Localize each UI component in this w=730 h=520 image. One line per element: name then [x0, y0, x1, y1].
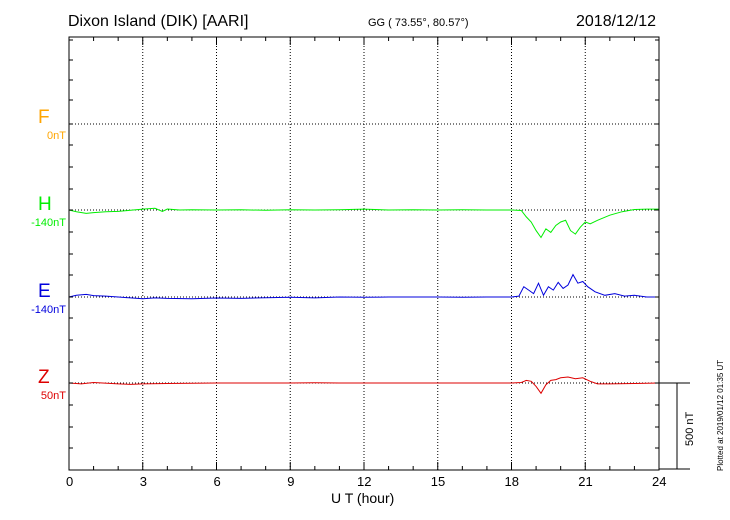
x-tick-label: 24: [652, 474, 667, 489]
series-line-h: [68, 207, 659, 239]
component-offset-h: -140nT: [31, 217, 66, 229]
x-tick-label: 3: [139, 474, 147, 489]
series-line-z: [68, 376, 660, 395]
x-tick-label: 21: [578, 474, 593, 489]
component-offset-f: 0nT: [47, 130, 66, 142]
component-offset-z: 50nT: [40, 390, 66, 402]
x-tick-label: 18: [504, 474, 519, 489]
component-label-z: Z: [38, 367, 50, 388]
x-tick-label: 15: [430, 474, 446, 489]
component-label-e: E: [38, 281, 51, 302]
x-tick-label: 9: [287, 474, 295, 489]
component-offset-e: -140nT: [31, 304, 66, 316]
x-tick-label: 12: [357, 474, 372, 489]
plotted-timestamp: Plotted at 2019/01/12 01:35 UT: [716, 359, 725, 471]
x-axis-label: U T (hour): [331, 490, 395, 506]
x-tick-label: 6: [213, 474, 221, 489]
component-label-f: F: [38, 107, 50, 128]
station-coordinates: GG ( 73.55°, 80.57°): [368, 17, 469, 29]
station-title: Dixon Island (DIK) [AARI]: [68, 13, 249, 30]
x-tick-label: 0: [66, 474, 74, 489]
component-label-h: H: [38, 194, 52, 215]
series-line-e: [68, 273, 659, 300]
plot-date: 2018/12/12: [576, 13, 657, 30]
scale-bar-label: 500 nT: [684, 411, 696, 446]
